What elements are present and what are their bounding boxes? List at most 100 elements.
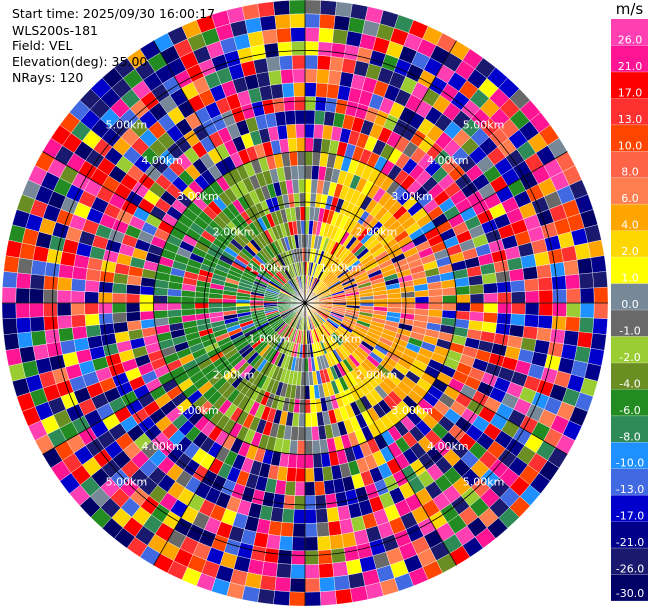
velocity-cell xyxy=(112,292,127,304)
range-ring-labels: 1.00km 1.00km 1.00km 1.00km 2.00km 2.00km 2.00… xyxy=(106,118,505,488)
velocity-cell xyxy=(456,294,471,304)
velocity-cell xyxy=(330,547,347,564)
velocity-cell xyxy=(19,345,36,364)
velocity-cell xyxy=(304,536,319,552)
velocity-cell xyxy=(1,286,17,304)
velocity-cell xyxy=(314,494,327,510)
colorbar-tick-label: 2.0 xyxy=(621,245,639,258)
velocity-cell xyxy=(533,251,551,267)
velocity-cell xyxy=(273,0,291,16)
azimuth-spoke xyxy=(304,302,457,566)
velocity-cell xyxy=(552,289,567,304)
velocity-cell xyxy=(3,333,20,351)
colorbar-bin xyxy=(611,415,648,443)
range-ring-label: 3.00km xyxy=(177,190,219,203)
range-ring-label: 4.00km xyxy=(427,154,469,167)
velocity-cell xyxy=(274,111,287,127)
velocity-cell xyxy=(304,522,318,538)
colorbar-bin xyxy=(611,336,648,364)
colorbar-tick-label: 21.0 xyxy=(618,60,643,73)
velocity-cell xyxy=(241,3,261,21)
velocity-cell xyxy=(304,385,311,400)
velocity-cell xyxy=(167,295,182,304)
velocity-cell xyxy=(373,298,388,304)
velocity-cell xyxy=(442,294,457,304)
velocity-cell xyxy=(263,547,280,564)
velocity-cell xyxy=(17,257,34,275)
velocity-cell xyxy=(291,41,306,56)
velocity-cell xyxy=(99,323,115,336)
velocity-cell xyxy=(522,266,539,281)
velocity-cell xyxy=(469,302,485,313)
colorbar-tick-label: 0.0 xyxy=(621,298,639,311)
range-ring-label: 4.00km xyxy=(141,440,183,453)
velocity-cell xyxy=(551,315,567,331)
velocity-cell xyxy=(549,328,566,345)
velocity-cell xyxy=(304,412,312,428)
velocity-cell xyxy=(281,82,295,98)
nrays: NRays: 120 xyxy=(12,70,84,85)
velocity-cell xyxy=(294,96,306,111)
range-ring-label: 3.00km xyxy=(177,404,219,417)
range-ring-label: 1.00km xyxy=(320,261,362,274)
velocity-cell xyxy=(278,55,293,71)
velocity-cell xyxy=(536,263,552,279)
velocity-cell xyxy=(277,41,293,57)
velocity-cell xyxy=(359,299,375,304)
velocity-cell xyxy=(304,192,311,207)
velocity-cell xyxy=(194,297,209,304)
velocity-cell xyxy=(304,41,319,56)
velocity-cell xyxy=(593,302,609,320)
velocity-cell xyxy=(194,302,209,309)
velocity-cell xyxy=(57,276,73,291)
velocity-cell xyxy=(153,294,168,304)
velocity-cell xyxy=(332,561,349,578)
range-ring-label: 2.00km xyxy=(356,368,398,381)
velocity-cell xyxy=(278,535,293,551)
velocity-cell xyxy=(456,302,471,312)
velocity-cell xyxy=(566,288,581,304)
velocity-cell xyxy=(29,316,45,332)
velocity-cell xyxy=(283,96,296,112)
colorbar-bin xyxy=(611,389,648,417)
velocity-cell xyxy=(304,123,315,139)
range-ring-label: 2.00km xyxy=(213,226,255,239)
velocity-cell xyxy=(44,261,61,278)
velocity-cell xyxy=(330,42,347,59)
velocity-cell xyxy=(44,328,61,345)
velocity-cell xyxy=(304,481,316,496)
velocity-cell xyxy=(241,585,261,603)
colorbar-unit: m/s xyxy=(615,0,644,18)
colorbar-tick-label: 26.0 xyxy=(618,33,643,46)
velocity-cell xyxy=(327,69,342,86)
velocity-cell xyxy=(300,220,306,235)
velocity-cell xyxy=(293,82,306,97)
velocity-cell xyxy=(593,286,609,304)
velocity-cell xyxy=(292,68,306,84)
velocity-cell xyxy=(333,574,351,591)
velocity-cell xyxy=(312,439,321,455)
velocity-cell xyxy=(70,290,86,304)
velocity-cell xyxy=(125,293,141,304)
velocity-cell xyxy=(291,536,306,552)
velocity-cell xyxy=(304,467,315,483)
velocity-cell xyxy=(304,344,309,359)
range-ring-label: 5.00km xyxy=(106,476,148,489)
velocity-cell xyxy=(71,325,88,340)
velocity-cell xyxy=(167,309,182,318)
velocity-cell xyxy=(281,508,295,524)
velocity-cell xyxy=(304,68,318,84)
azimuth-spoke xyxy=(42,302,306,455)
velocity-cell xyxy=(481,272,497,285)
velocity-cell xyxy=(304,440,314,455)
colorbar-tick-label: 17.0 xyxy=(618,86,643,99)
velocity-cell xyxy=(482,282,498,294)
velocity-cell xyxy=(85,324,102,338)
velocity-cell xyxy=(537,315,553,330)
velocity-cell xyxy=(286,467,297,482)
velocity-cell xyxy=(323,479,336,495)
velocity-cell xyxy=(455,285,471,296)
velocity-cell xyxy=(549,261,566,278)
velocity-cell xyxy=(349,3,369,21)
velocity-cell xyxy=(304,82,317,97)
